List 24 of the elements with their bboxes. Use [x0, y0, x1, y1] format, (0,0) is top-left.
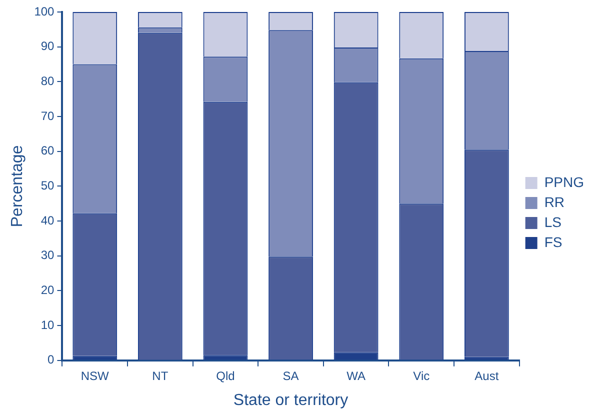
y-tick-label: 10	[40, 318, 55, 332]
y-tick-label: 100	[34, 4, 55, 18]
y-axis-title: Percentage	[9, 145, 26, 228]
x-tick-label: Qld	[216, 368, 235, 383]
legend-label: LS	[544, 214, 562, 230]
y-tick-label: 60	[40, 144, 55, 158]
x-tick-label: NT	[152, 368, 169, 383]
legend-label: PPNG	[544, 174, 584, 190]
x-tick-label: NSW	[80, 368, 110, 383]
x-tick-label: SA	[282, 368, 299, 383]
x-tick-label: Vic	[413, 368, 430, 383]
y-tick-label: 40	[40, 213, 55, 228]
y-tick-label: 20	[40, 283, 55, 298]
y-tick-label: 90	[40, 39, 55, 54]
y-tick-label: 70	[40, 108, 55, 123]
y-tick-label: 0	[48, 352, 55, 367]
y-tick-label: 30	[40, 248, 55, 262]
x-tick-label: Aust	[474, 368, 500, 383]
legend-label: FS	[544, 234, 562, 250]
x-tick-label: WA	[346, 368, 366, 383]
y-tick-label: 50	[40, 178, 55, 193]
legend-label: RR	[544, 194, 565, 210]
x-axis-title: State or territory	[233, 392, 348, 409]
y-tick-label: 80	[40, 74, 55, 88]
